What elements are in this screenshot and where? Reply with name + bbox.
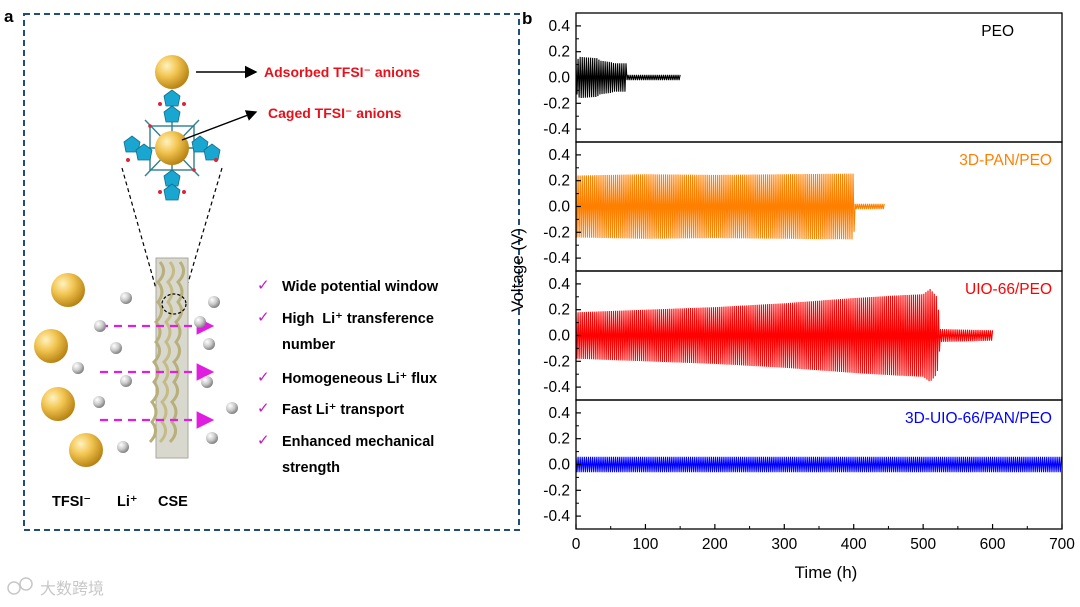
- y-tick-label: -0.4: [543, 121, 570, 138]
- series-label: PEO: [981, 23, 1014, 40]
- y-tick-label: 0.0: [548, 328, 570, 345]
- li-flux-arrows: [100, 317, 215, 429]
- series-trace: [576, 289, 994, 382]
- y-tick-label: -0.2: [543, 482, 570, 499]
- feature-item: Wide potential window: [282, 279, 439, 295]
- y-tick-label: 0.2: [548, 431, 570, 448]
- series-trace: [576, 56, 681, 99]
- feature-item: Fast Li⁺ transport: [282, 402, 404, 418]
- y-tick-label: 0.0: [548, 70, 570, 87]
- feature-item: Homogeneous Li⁺ flux: [282, 371, 437, 387]
- feature-item-cont: strength: [282, 460, 340, 476]
- y-tick-label: 0.2: [548, 44, 570, 61]
- zoom-line-right: [179, 167, 223, 311]
- tfsi-anion-spheres: [34, 273, 103, 467]
- y-tick-label: 0.2: [548, 302, 570, 319]
- x-tick-label: 200: [702, 536, 728, 553]
- cse-membrane: [148, 257, 189, 459]
- y-tick-label: 0.4: [548, 405, 570, 422]
- y-tick-label: -0.4: [543, 508, 570, 525]
- y-tick-label: -0.2: [543, 224, 570, 241]
- watermark: 大数跨境: [7, 577, 104, 598]
- watermark-text: 大数跨境: [40, 579, 104, 598]
- y-tick-label: -0.2: [543, 95, 570, 112]
- series-label: 3D-UIO-66/PAN/PEO: [905, 410, 1052, 427]
- feature-list: ✓ Wide potential window ✓ High Li⁺ trans…: [257, 277, 439, 476]
- panel-a-label: a: [4, 7, 14, 26]
- x-tick-label: 300: [771, 536, 797, 553]
- caged-arrow: [181, 110, 258, 141]
- feature-item: Enhanced mechanical: [282, 434, 434, 450]
- y-tick-label: 0.2: [548, 173, 570, 190]
- feature-item-cont: number: [282, 337, 336, 353]
- panel-b: b Voltage (V) Time (h) 0.4 0.2 0.0 -0.2 -0.4…: [508, 9, 1075, 582]
- y-tick-label: -0.4: [543, 379, 570, 396]
- check-mark: ✓: [257, 369, 270, 386]
- check-mark: ✓: [257, 432, 270, 449]
- li-label: Li⁺: [117, 494, 138, 510]
- feature-item: High Li⁺ transference: [282, 311, 434, 327]
- x-tick-label: 100: [632, 536, 658, 553]
- voltage-panel-0: 0.4 0.2 0.0 -0.2 -0.4 PEO: [543, 12, 1063, 143]
- voltage-panel-2: 0.4 0.2 0.0 -0.2 -0.4 UIO-66/PEO: [543, 270, 1063, 401]
- cse-label: CSE: [158, 494, 188, 510]
- adsorbed-label: Adsorbed TFSI⁻ anions: [264, 64, 420, 80]
- tfsi-label: TFSI⁻: [52, 494, 91, 510]
- mof-framework: [123, 89, 221, 201]
- x-tick-label: 600: [980, 536, 1006, 553]
- y-axis-label: Voltage (V): [508, 228, 527, 312]
- adsorbed-anion-sphere: [155, 55, 189, 89]
- caged-anion-sphere: [155, 131, 189, 165]
- x-tick-label: 700: [1049, 536, 1075, 553]
- y-tick-label: 0.0: [548, 457, 570, 474]
- y-tick-label: 0.4: [548, 147, 570, 164]
- voltage-panel-3: 0.4 0.2 0.0 -0.2 -0.4 3D-UIO-66/PAN/PEO: [543, 399, 1063, 530]
- panel-b-label: b: [522, 9, 532, 28]
- li-ion-spheres: [72, 292, 238, 453]
- series-label: 3D-PAN/PEO: [959, 152, 1052, 169]
- x-tick-label: 500: [910, 536, 936, 553]
- watermark-logo-icon: [7, 581, 21, 595]
- y-tick-label: 0.4: [548, 276, 570, 293]
- check-mark: ✓: [257, 309, 270, 326]
- panel-a-frame: [23, 13, 520, 531]
- y-tick-label: -0.4: [543, 250, 570, 267]
- y-tick-label: 0.0: [548, 199, 570, 216]
- y-tick-label: -0.2: [543, 353, 570, 370]
- x-tick-label: 0: [572, 536, 581, 553]
- check-mark: ✓: [257, 400, 270, 417]
- voltage-panel-1: 0.4 0.2 0.0 -0.2 -0.4 3D-PAN/PEO: [543, 141, 1063, 272]
- x-axis-label: Time (h): [795, 563, 858, 582]
- zoom-line-left: [121, 167, 163, 311]
- caged-label: Caged TFSI⁻ anions: [268, 105, 402, 121]
- x-tick-label: 400: [841, 536, 867, 553]
- series-trace: [576, 456, 1062, 473]
- check-mark: ✓: [257, 277, 270, 294]
- series-trace: [576, 173, 885, 240]
- y-tick-label: 0.4: [548, 18, 570, 35]
- panel-a: a Adsorbed TFSI⁻ anions: [4, 7, 520, 531]
- series-label: UIO-66/PEO: [965, 281, 1052, 298]
